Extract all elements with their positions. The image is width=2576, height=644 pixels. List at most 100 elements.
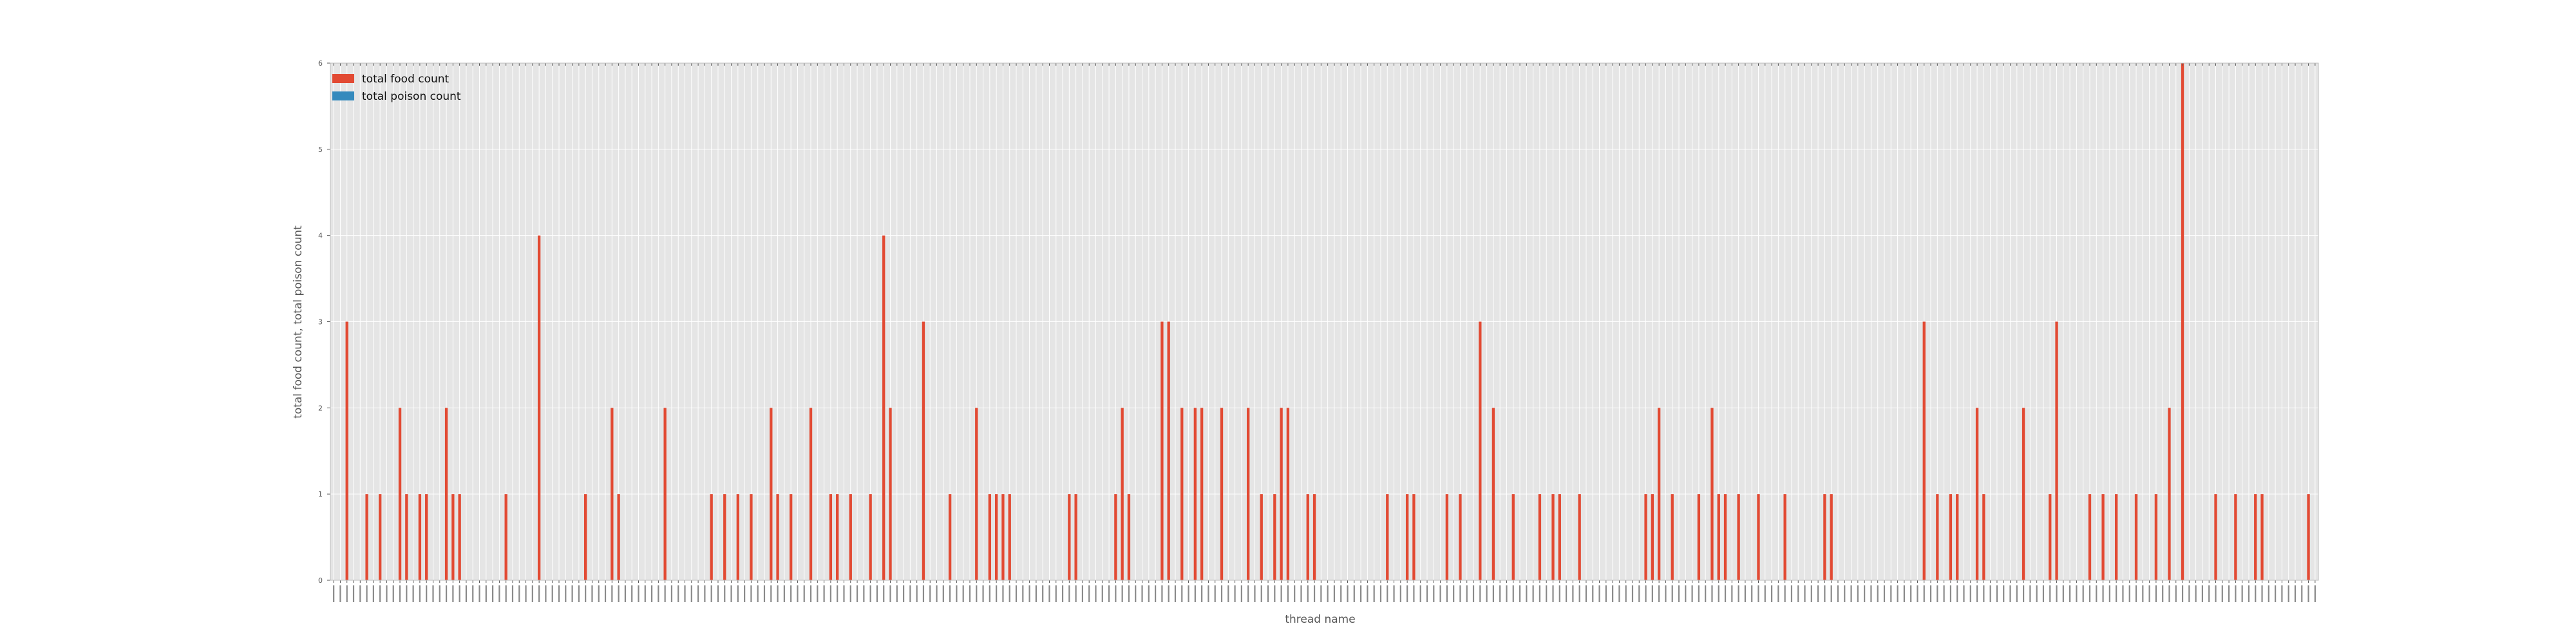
legend-label-food: total food count	[362, 73, 450, 86]
bar-food	[889, 408, 892, 580]
bar-food	[611, 408, 614, 580]
bar-food	[809, 408, 813, 580]
bar-food	[1220, 408, 1224, 580]
bar-food	[789, 494, 793, 580]
bar-food	[617, 494, 620, 580]
bar-food	[710, 494, 713, 580]
bar-food	[2154, 494, 2158, 580]
bar-food	[1479, 321, 1482, 580]
bar-food	[1717, 494, 1720, 580]
bar-food	[1492, 408, 1495, 580]
y-tick-label: 3	[318, 318, 323, 327]
bar-food	[1114, 494, 1117, 580]
bar-food	[723, 494, 726, 580]
bar-food	[1737, 494, 1740, 580]
y-tick-label: 1	[318, 490, 323, 498]
bar-food	[1538, 494, 1542, 580]
bar-food	[1280, 408, 1283, 580]
y-tick-label: 6	[318, 59, 323, 68]
bar-food	[451, 494, 455, 580]
bar-food	[1671, 494, 1674, 580]
bar-food	[1982, 494, 1985, 580]
bar-food	[829, 494, 833, 580]
bar-food	[365, 494, 368, 580]
bar-food	[869, 494, 872, 580]
bar-food	[2234, 494, 2237, 580]
legend: total food count total poison count	[332, 73, 461, 103]
bar-food	[1273, 494, 1276, 580]
bar-food	[1068, 494, 1071, 580]
bar-food	[836, 494, 839, 580]
bar-food	[2088, 494, 2092, 580]
bar-food	[2214, 494, 2217, 580]
bar-food	[849, 494, 852, 580]
bar-food	[584, 494, 587, 580]
bar-food	[1412, 494, 1416, 580]
bar-food	[1286, 408, 1290, 580]
bar-food	[1975, 408, 1979, 580]
bar-food	[425, 494, 428, 580]
bar-food	[2055, 321, 2058, 580]
bar-food	[1710, 408, 1714, 580]
bar-food	[2101, 494, 2105, 580]
bar-food	[537, 235, 541, 581]
bar-food	[1001, 494, 1005, 580]
bar-food	[1558, 494, 1561, 580]
bar-food	[2022, 408, 2025, 580]
bar-food	[2049, 494, 2052, 580]
bar-food	[444, 408, 448, 580]
bar-food	[770, 408, 773, 580]
bar-food	[1193, 408, 1197, 580]
bar-food	[1936, 494, 1939, 580]
bar-food	[1180, 408, 1184, 580]
y-tick-label: 2	[318, 404, 323, 412]
bar-food	[975, 408, 978, 580]
bar-food	[2114, 494, 2118, 580]
bar-food	[345, 321, 348, 580]
bar-food	[398, 408, 402, 580]
bar-food	[458, 494, 461, 580]
bar-food	[1160, 321, 1164, 580]
bar-food	[1121, 408, 1124, 580]
y-tick-label: 5	[318, 146, 323, 154]
bar-food	[1922, 321, 1926, 580]
bar-food	[1386, 494, 1389, 580]
bar-food	[1008, 494, 1011, 580]
bar-food	[2307, 494, 2310, 580]
bar-food	[418, 494, 422, 580]
bar-food	[2260, 494, 2264, 580]
y-axis-ticks: 0 1 2 3 4 5 6	[318, 59, 330, 585]
bar-food	[1723, 494, 1727, 580]
bar-food	[663, 408, 667, 580]
legend-swatch-poison	[332, 91, 354, 100]
y-tick-label: 4	[318, 232, 323, 240]
bar-food	[882, 235, 886, 581]
bar-food	[1127, 494, 1131, 580]
legend-label-poison: total poison count	[362, 90, 461, 103]
bar-food	[1551, 494, 1555, 580]
bar-food	[1783, 494, 1786, 580]
bar-food	[1247, 408, 1250, 580]
bar-food	[1312, 494, 1316, 580]
bar-food	[1823, 494, 1826, 580]
bar-food	[1511, 494, 1515, 580]
bar-food	[1578, 494, 1581, 580]
bar-food	[922, 321, 925, 580]
bar-food	[736, 494, 739, 580]
bar-food	[1445, 494, 1449, 580]
bar-food	[1167, 321, 1170, 580]
bar-food	[2181, 63, 2184, 580]
bar-food	[1260, 494, 1263, 580]
bar-food	[994, 494, 998, 580]
x-axis-label: thread name	[1285, 613, 1355, 626]
x-axis-ticks	[333, 63, 2316, 602]
bar-food	[988, 494, 992, 580]
bar-food	[1657, 408, 1661, 580]
bar-food	[1459, 494, 1462, 580]
bar-food	[1200, 408, 1204, 580]
bar-food	[405, 494, 408, 580]
bar-food	[2168, 408, 2171, 580]
y-axis-label: total food count, total poison count	[292, 225, 305, 419]
bar-food	[1644, 494, 1647, 580]
bar-food	[1949, 494, 1953, 580]
